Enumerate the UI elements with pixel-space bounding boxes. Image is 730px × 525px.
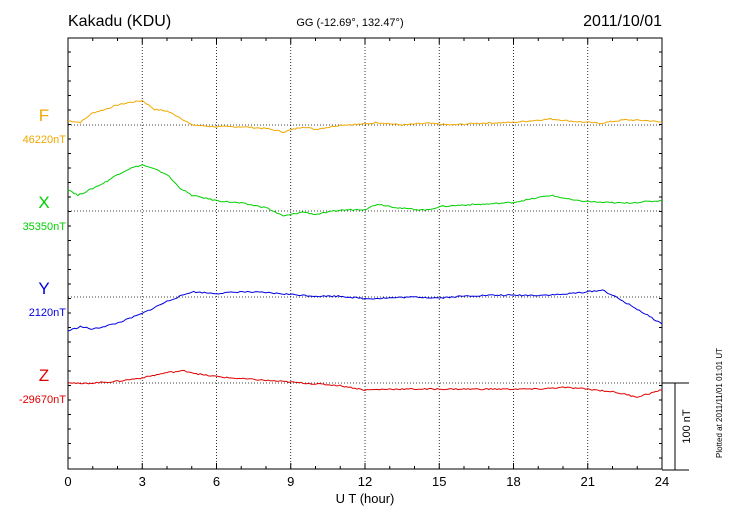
x-tick-label-15: 15 (432, 474, 446, 489)
series-baseline-y: 2120nT (29, 307, 67, 319)
series-baseline-x: 35350nT (23, 221, 67, 233)
series-name-y: Y (38, 279, 49, 298)
trace-f (67, 100, 663, 134)
x-tick-label-24: 24 (655, 474, 669, 489)
station-coords: GG (-12.69°, 132.47°) (296, 17, 403, 29)
x-tick-label-3: 3 (139, 474, 146, 489)
trace-z (67, 369, 663, 398)
trace-y (67, 289, 663, 332)
series-name-x: X (38, 193, 49, 212)
plotted-timestamp: Plotted at 2011/11/01 01:01 UT (715, 348, 724, 458)
series-baseline-z: -29670nT (19, 394, 66, 406)
x-tick-label-21: 21 (581, 474, 595, 489)
x-tick-label-18: 18 (506, 474, 520, 489)
x-tick-label-9: 9 (287, 474, 294, 489)
station-title: Kakadu (KDU) (68, 13, 171, 30)
series-name-f: F (39, 106, 49, 125)
x-tick-label-0: 0 (64, 474, 71, 489)
plot-date: 2011/10/01 (583, 13, 662, 30)
x-tick-label-12: 12 (358, 474, 372, 489)
axis-ticks (67, 38, 663, 469)
scale-bar-label: 100 nT (681, 409, 693, 444)
scale-bar: 100 nT (662, 382, 693, 471)
grid-lines (68, 38, 662, 469)
series-baseline-f: 46220nT (23, 134, 67, 146)
x-tick-label-6: 6 (213, 474, 220, 489)
series-name-z: Z (39, 366, 49, 385)
series-traces (67, 100, 663, 398)
x-axis-label: U T (hour) (336, 491, 395, 506)
series-labels: F 46220nT X 35350nT Y 2120nT Z -29670nT (19, 106, 66, 406)
trace-x (67, 164, 663, 217)
x-tick-labels: 0 3 6 9 12 15 18 21 24 (64, 474, 669, 489)
